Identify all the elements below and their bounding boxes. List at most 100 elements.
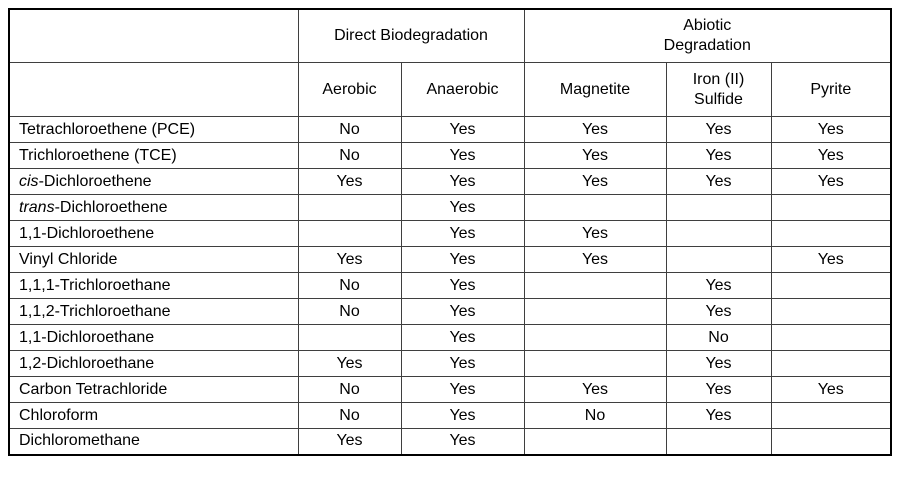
cell-magnetite: Yes xyxy=(523,116,667,143)
cell-aerobic: No xyxy=(297,272,402,299)
cell-pyrite: Yes xyxy=(770,142,892,169)
cell-iron-sulfide: Yes xyxy=(665,350,772,377)
cell-aerobic xyxy=(297,324,402,351)
cell-anaerobic: Yes xyxy=(400,246,525,273)
table-row: 1,1-Dichloroethene Yes Yes xyxy=(8,220,892,247)
compound-name-text: 1,2-Dichloroethane xyxy=(19,354,155,372)
cell-iron-sulfide: Yes xyxy=(665,298,772,325)
cell-pyrite xyxy=(770,428,892,455)
cell-iron-sulfide xyxy=(665,246,772,273)
cell-magnetite: Yes xyxy=(523,220,667,247)
compound-name: 1,1,2-Trichloroethane xyxy=(8,298,299,325)
cell-anaerobic: Yes xyxy=(400,272,525,299)
compound-name: Vinyl Chloride xyxy=(8,246,299,273)
cell-magnetite xyxy=(523,350,667,377)
compound-name-text: 1,1,1-Trichloroethane xyxy=(19,276,171,294)
table-row: trans-Dichloroethene Yes xyxy=(8,194,892,221)
cell-iron-sulfide: Yes xyxy=(665,168,772,195)
cell-magnetite xyxy=(523,272,667,299)
cell-aerobic: No xyxy=(297,116,402,143)
corner-cell xyxy=(8,8,299,63)
compound-name: Dichloromethane xyxy=(8,428,299,455)
cell-pyrite: Yes xyxy=(770,116,892,143)
column-header-iron-sulfide: Iron (II) Sulfide xyxy=(665,62,772,117)
cell-anaerobic: Yes xyxy=(400,324,525,351)
cell-iron-sulfide: No xyxy=(665,324,772,351)
table-row: Trichloroethene (TCE) No Yes Yes Yes Yes xyxy=(8,142,892,169)
cell-aerobic: No xyxy=(297,376,402,403)
cell-aerobic: No xyxy=(297,298,402,325)
cell-iron-sulfide: Yes xyxy=(665,116,772,143)
compound-name: 1,1-Dichloroethane xyxy=(8,324,299,351)
cell-aerobic: No xyxy=(297,142,402,169)
cell-aerobic: No xyxy=(297,402,402,429)
compound-name-prefix: trans xyxy=(19,198,55,216)
cell-anaerobic: Yes xyxy=(400,376,525,403)
table-row: Chloroform No Yes No Yes xyxy=(8,402,892,429)
compound-name: Carbon Tetrachloride xyxy=(8,376,299,403)
cell-magnetite: No xyxy=(523,402,667,429)
compound-name: trans-Dichloroethene xyxy=(8,194,299,221)
compound-name-text: -Dichloroethene xyxy=(38,172,152,190)
column-header-magnetite: Magnetite xyxy=(523,62,667,117)
cell-aerobic: Yes xyxy=(297,246,402,273)
cell-iron-sulfide: Yes xyxy=(665,142,772,169)
compound-name-text: Dichloromethane xyxy=(19,432,140,450)
cell-pyrite xyxy=(770,298,892,325)
cell-iron-sulfide xyxy=(665,194,772,221)
cell-anaerobic: Yes xyxy=(400,168,525,195)
compound-name: 1,1-Dichloroethene xyxy=(8,220,299,247)
column-header-anaerobic: Anaerobic xyxy=(400,62,525,117)
cell-magnetite: Yes xyxy=(523,376,667,403)
cell-magnetite xyxy=(523,298,667,325)
header-abiotic-degradation: Abiotic Degradation xyxy=(523,8,892,63)
table-row: Carbon Tetrachloride No Yes Yes Yes Yes xyxy=(8,376,892,403)
compound-name-text: Trichloroethene (TCE) xyxy=(19,146,177,164)
cell-anaerobic: Yes xyxy=(400,428,525,455)
header-column-row: Aerobic Anaerobic Magnetite Iron (II) Su… xyxy=(8,62,892,117)
cell-pyrite xyxy=(770,194,892,221)
cell-magnetite: Yes xyxy=(523,246,667,273)
cell-pyrite: Yes xyxy=(770,246,892,273)
table-row: 1,1-Dichloroethane Yes No xyxy=(8,324,892,351)
cell-pyrite xyxy=(770,350,892,377)
compound-name-text: Tetrachloroethene (PCE) xyxy=(19,120,196,138)
compound-name: Trichloroethene (TCE) xyxy=(8,142,299,169)
corner-cell-2 xyxy=(8,62,299,117)
cell-magnetite xyxy=(523,428,667,455)
cell-magnetite: Yes xyxy=(523,142,667,169)
table-row: Dichloromethane Yes Yes xyxy=(8,428,892,455)
cell-aerobic: Yes xyxy=(297,428,402,455)
compound-name-text: Vinyl Chloride xyxy=(19,250,118,268)
cell-anaerobic: Yes xyxy=(400,402,525,429)
compound-name-text: Chloroform xyxy=(19,406,99,424)
compound-name: 1,2-Dichloroethane xyxy=(8,350,299,377)
cell-pyrite: Yes xyxy=(770,376,892,403)
cell-magnetite xyxy=(523,194,667,221)
compound-name: 1,1,1-Trichloroethane xyxy=(8,272,299,299)
table-row: Tetrachloroethene (PCE) No Yes Yes Yes Y… xyxy=(8,116,892,143)
cell-iron-sulfide: Yes xyxy=(665,272,772,299)
header-group-row: Direct Biodegradation Abiotic Degradatio… xyxy=(8,8,892,63)
compound-name: Chloroform xyxy=(8,402,299,429)
cell-iron-sulfide: Yes xyxy=(665,376,772,403)
cell-aerobic: Yes xyxy=(297,168,402,195)
cell-magnetite xyxy=(523,324,667,351)
compound-name-text: -Dichloroethene xyxy=(54,198,168,216)
cell-anaerobic: Yes xyxy=(400,220,525,247)
cell-pyrite xyxy=(770,402,892,429)
cell-iron-sulfide: Yes xyxy=(665,402,772,429)
cell-pyrite: Yes xyxy=(770,168,892,195)
cell-pyrite xyxy=(770,272,892,299)
column-header-pyrite: Pyrite xyxy=(770,62,892,117)
cell-pyrite xyxy=(770,324,892,351)
table-row: 1,2-Dichloroethane Yes Yes Yes xyxy=(8,350,892,377)
table-row: Vinyl Chloride Yes Yes Yes Yes xyxy=(8,246,892,273)
table-row: 1,1,1-Trichloroethane No Yes Yes xyxy=(8,272,892,299)
column-header-aerobic: Aerobic xyxy=(297,62,402,117)
compound-name-text: 1,1-Dichloroethane xyxy=(19,328,155,346)
table-row: 1,1,2-Trichloroethane No Yes Yes xyxy=(8,298,892,325)
table-row: cis-Dichloroethene Yes Yes Yes Yes Yes xyxy=(8,168,892,195)
header-direct-biodegradation: Direct Biodegradation xyxy=(297,8,525,63)
compound-name-text: 1,1,2-Trichloroethane xyxy=(19,302,171,320)
